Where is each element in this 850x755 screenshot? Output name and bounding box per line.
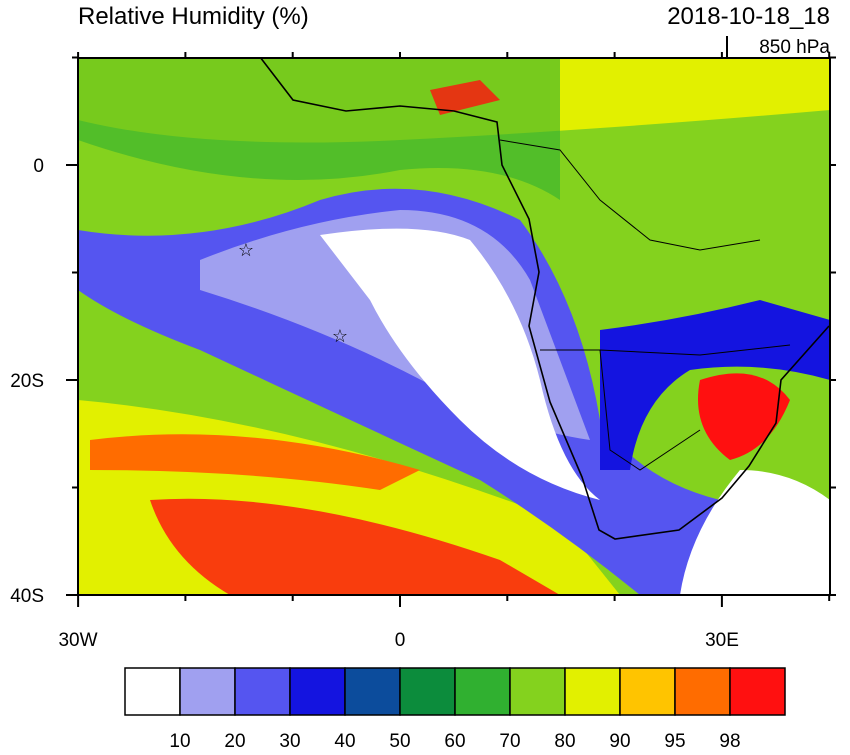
colorbar-label: 98	[719, 731, 740, 750]
humidity-field: ☆ ☆	[78, 58, 830, 595]
title: Relative Humidity (%)	[78, 3, 309, 30]
date: 2018-10-18_18	[667, 3, 830, 30]
lon-label: 0	[395, 630, 406, 651]
colorbar-box	[124, 667, 181, 716]
border	[540, 344, 791, 356]
colorbar-box	[344, 667, 401, 716]
lat-label: 20S	[10, 371, 44, 392]
colorbar-box	[454, 667, 511, 716]
lat-label: 40S	[10, 586, 44, 607]
colorbar-label: 95	[664, 731, 685, 750]
field-patch	[90, 434, 420, 490]
colorbar-box	[674, 667, 731, 716]
colorbar-label: 30	[279, 731, 300, 750]
station-marker: ☆	[238, 240, 254, 260]
lat-label: 0	[33, 156, 44, 177]
colorbar-box	[179, 667, 236, 716]
station-marker: ☆	[332, 326, 348, 346]
colorbar-label: 20	[224, 731, 245, 750]
border	[599, 349, 701, 471]
field-patch	[150, 498, 560, 595]
colorbar-box	[509, 667, 566, 716]
colorbar-box	[729, 667, 786, 716]
dry-core	[320, 228, 600, 501]
colorbar-label: 90	[609, 731, 630, 750]
colorbar-label: 70	[499, 731, 520, 750]
field-patch	[430, 80, 500, 115]
border	[499, 139, 761, 251]
coastline	[259, 58, 830, 540]
colorbar-label: 40	[334, 731, 355, 750]
axis-ticks	[66, 52, 836, 607]
colorbar-box	[399, 667, 456, 716]
colorbar-box	[619, 667, 676, 716]
colorbar-label: 60	[444, 731, 465, 750]
colorbar-label: 80	[554, 731, 575, 750]
dry-air	[600, 300, 830, 470]
lon-label: 30W	[58, 630, 97, 651]
colorbar-box	[289, 667, 346, 716]
lon-label: 30E	[705, 630, 739, 651]
colorbar-box	[234, 667, 291, 716]
colorbar-label: 50	[389, 731, 410, 750]
colorbar-box	[564, 667, 621, 716]
colorbar-label: 10	[169, 731, 190, 750]
level: 850 hPa	[759, 37, 830, 58]
map-frame	[77, 57, 831, 596]
colorbar: 10 20 30 40 50 60 70 80 90 95 98	[124, 667, 786, 752]
field-patch	[698, 373, 790, 460]
